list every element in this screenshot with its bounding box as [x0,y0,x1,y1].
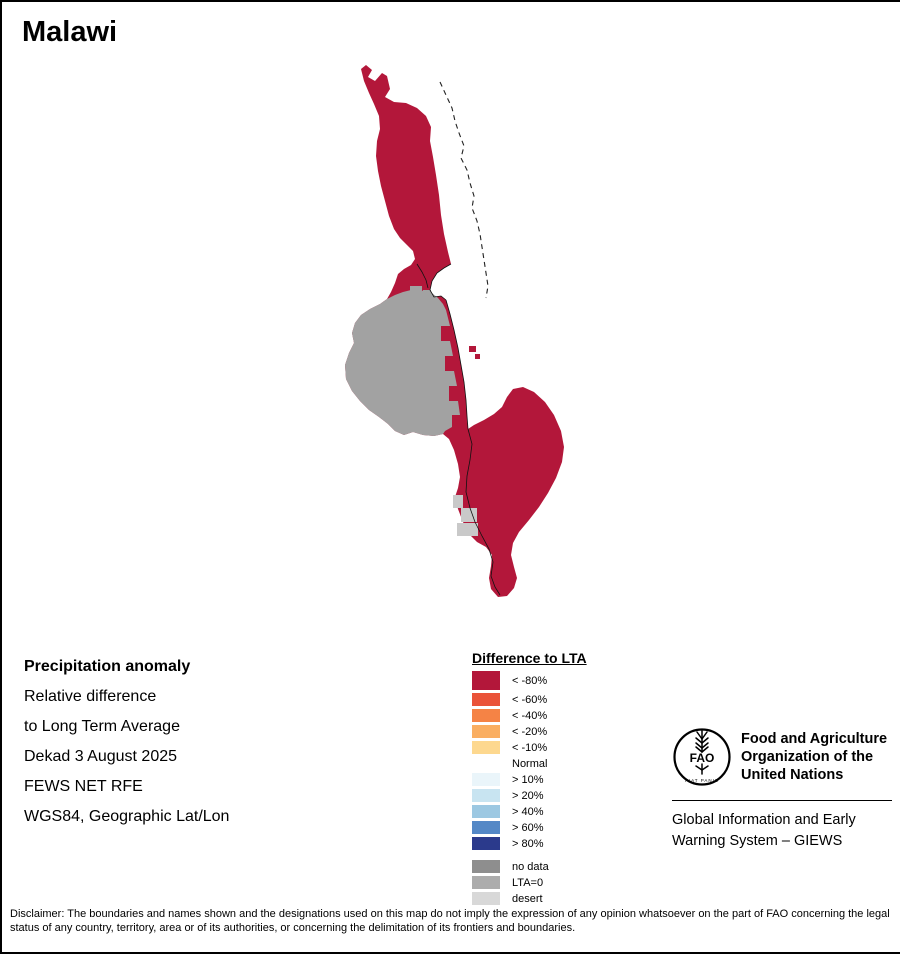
fao-logo-icon: FAO FIAT PANIS [673,728,731,786]
legend-item: < -20% [472,725,587,738]
info-long-term-average: to Long Term Average [24,718,180,735]
lake-island [469,346,476,352]
no-data-region [345,290,460,436]
legend-title: Difference to LTA [472,650,587,666]
legend-item: < -40% [472,709,587,722]
legend-swatch [472,773,500,786]
legend-swatch [472,789,500,802]
legend-swatch [472,876,500,889]
lta-zero-patch [461,508,477,522]
lake-island [475,354,480,359]
legend-label: desert [512,892,543,905]
legend-label: > 40% [512,805,544,818]
legend-swatch [472,693,500,706]
legend-swatch [472,837,500,850]
legend: Difference to LTA < -80% < -60% < -40% <… [472,650,587,908]
legend-swatch [472,805,500,818]
legend-item: < -80% [472,671,587,690]
legend-label: Normal [512,757,548,770]
legend-label: < -40% [512,709,548,722]
legend-swatch [472,821,500,834]
legend-item: Normal [472,757,587,770]
legend-label: < -10% [512,741,548,754]
info-relative-difference: Relative difference [24,688,157,705]
fao-logo-motto: FIAT PANIS [685,778,719,783]
giews-label: Global Information and Early Warning Sys… [672,810,892,852]
legend-swatch [472,671,500,690]
info-data-source: FEWS NET RFE [24,778,143,795]
legend-label: > 80% [512,837,544,850]
legend-label: < -60% [512,693,548,706]
admin-boundary-line [465,428,501,596]
legend-label: < -20% [512,725,548,738]
legend-item: desert [472,892,587,905]
legend-swatch [472,741,500,754]
legend-item: > 80% [472,837,587,850]
disclaimer-text: Disclaimer: The boundaries and names sho… [10,908,890,934]
lta-zero-patch [457,523,478,536]
legend-item: > 40% [472,805,587,818]
legend-item: > 20% [472,789,587,802]
admin-boundary-line [416,263,429,289]
legend-item: > 10% [472,773,587,786]
legend-label: no data [512,860,549,873]
page-title: Malawi [22,16,118,48]
giews-line: Global Information and Early [672,812,856,828]
legend-swatch [472,709,500,722]
fao-org-name: Food and Agriculture Organization of the… [741,730,887,784]
legend-item: no data [472,860,587,873]
info-dekad-date: Dekad 3 August 2025 [24,748,178,765]
giews-line: Warning System – GIEWS [672,833,843,849]
fao-org-line: Organization of the [741,749,874,765]
no-data-patch [423,290,431,299]
fao-org-line: United Nations [741,767,844,783]
legend-swatch [472,725,500,738]
divider-line [672,800,892,801]
country-region-severe-deficit [345,65,564,597]
lake-shore-line [445,299,469,430]
legend-label: < -80% [512,674,548,687]
legend-label: > 60% [512,821,544,834]
lta-zero-patch [453,495,463,508]
legend-swatch [472,892,500,905]
legend-item: LTA=0 [472,876,587,889]
fao-logo-text: FAO [690,751,715,765]
legend-swatch [472,757,500,770]
fao-block: FAO FIAT PANIS Food and Agriculture Orga… [672,726,892,852]
legend-item: > 60% [472,821,587,834]
legend-label: > 10% [512,773,544,786]
fao-org-line: Food and Agriculture [741,731,888,747]
lake-boundary-dashed-line [439,81,489,299]
info-projection: WGS84, Geographic Lat/Lon [24,808,230,825]
fao-header: FAO FIAT PANIS Food and Agriculture Orga… [672,726,892,788]
legend-label: LTA=0 [512,876,544,889]
legend-item: < -60% [472,693,587,706]
info-precipitation-anomaly: Precipitation anomaly [24,658,191,675]
legend-label: > 20% [512,789,544,802]
legend-swatch [472,860,500,873]
legend-item: < -10% [472,741,587,754]
admin-boundary-line [429,263,452,301]
no-data-patch [410,286,422,297]
map-info-block: Precipitation anomaly Relative differenc… [24,652,229,832]
